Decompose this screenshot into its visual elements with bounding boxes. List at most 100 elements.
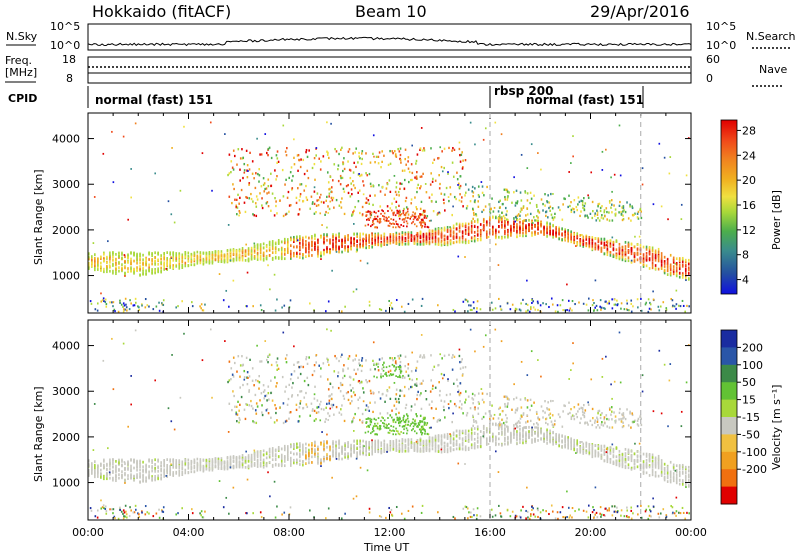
data-cell [605,241,608,243]
data-cell [639,208,641,212]
data-cell [654,267,657,270]
data-cell [313,212,316,215]
data-cell [94,460,96,463]
data-cell [311,254,313,257]
data-cell [380,450,383,454]
data-cell [129,299,131,302]
data-cell [326,226,328,229]
data-cell [162,299,165,302]
data-cell [476,440,479,444]
data-cell [335,447,337,451]
data-cell [293,447,295,451]
data-cell [288,204,291,207]
data-cell [217,258,220,262]
data-cell [464,448,467,452]
data-cell [277,447,280,451]
data-cell [139,474,141,478]
data-cell [454,310,456,313]
data-cell [286,247,289,251]
data-cell [380,308,383,311]
data-cell [546,235,548,238]
data-cell [305,151,307,154]
data-cell [587,309,590,312]
data-cell [400,161,402,164]
data-cell [660,265,663,269]
data-cell [240,188,243,192]
data-cell [88,468,90,472]
data-cell [389,190,392,194]
data-cell [191,301,193,304]
data-cell [573,240,576,244]
frequency-panel: Freq. [MHz] 18 8 60 0 Nave [5,53,787,87]
data-cell [311,449,313,453]
data-cell [248,182,251,185]
data-cell [320,193,322,196]
data-cell [259,458,262,462]
data-cell [501,424,503,428]
data-cell [389,442,392,446]
data-cell [428,232,431,236]
data-cell [268,146,271,149]
data-cell [328,188,330,191]
data-cell [121,253,123,256]
data-cell [397,210,400,213]
data-cell [148,268,150,272]
data-cell [374,241,377,245]
data-cell [399,182,401,185]
data-cell [416,449,419,453]
data-cell [445,186,448,190]
data-cell [403,187,406,190]
data-cell [362,193,365,196]
data-cell [524,191,527,194]
data-cell [473,235,476,238]
data-cell [687,268,690,272]
data-cell [341,245,343,248]
data-cell [144,298,147,301]
data-cell [173,221,176,224]
data-cell [118,461,120,465]
data-cell [256,246,259,250]
data-cell [458,230,461,233]
data-cell [393,211,395,214]
data-cell [669,263,672,267]
data-cell [326,248,328,251]
data-cell [452,438,455,442]
data-cell [663,262,666,265]
data-cell [122,135,125,138]
data-cell [492,435,494,439]
data-cell [422,219,424,222]
data-cell [440,241,443,244]
data-cell [652,298,655,301]
data-cell [178,252,181,256]
data-cell [421,297,424,300]
data-cell [154,268,156,271]
data-cell [392,235,395,238]
data-cell [477,200,479,203]
data-cell [582,242,585,245]
data-cell [488,219,491,223]
data-cell [440,443,443,446]
data-cell [464,232,467,235]
data-cell [591,304,594,307]
data-cell [181,462,184,466]
data-cell [446,225,449,229]
data-cell [255,205,258,208]
data-cell [552,436,554,440]
data-cell [109,476,111,480]
data-cell [171,147,173,149]
data-cell [627,217,630,220]
data-cell [558,435,560,438]
data-cell [148,251,150,255]
data-cell [440,192,443,195]
data-cell [642,245,645,249]
data-cell [365,453,367,457]
data-cell [546,225,548,229]
data-cell [237,148,240,151]
data-cell [360,162,363,166]
data-cell [253,456,256,460]
data-cell [476,445,479,449]
data-cell [473,236,476,240]
data-cell [543,435,545,439]
data-cell [381,185,384,189]
data-cell [428,237,431,240]
